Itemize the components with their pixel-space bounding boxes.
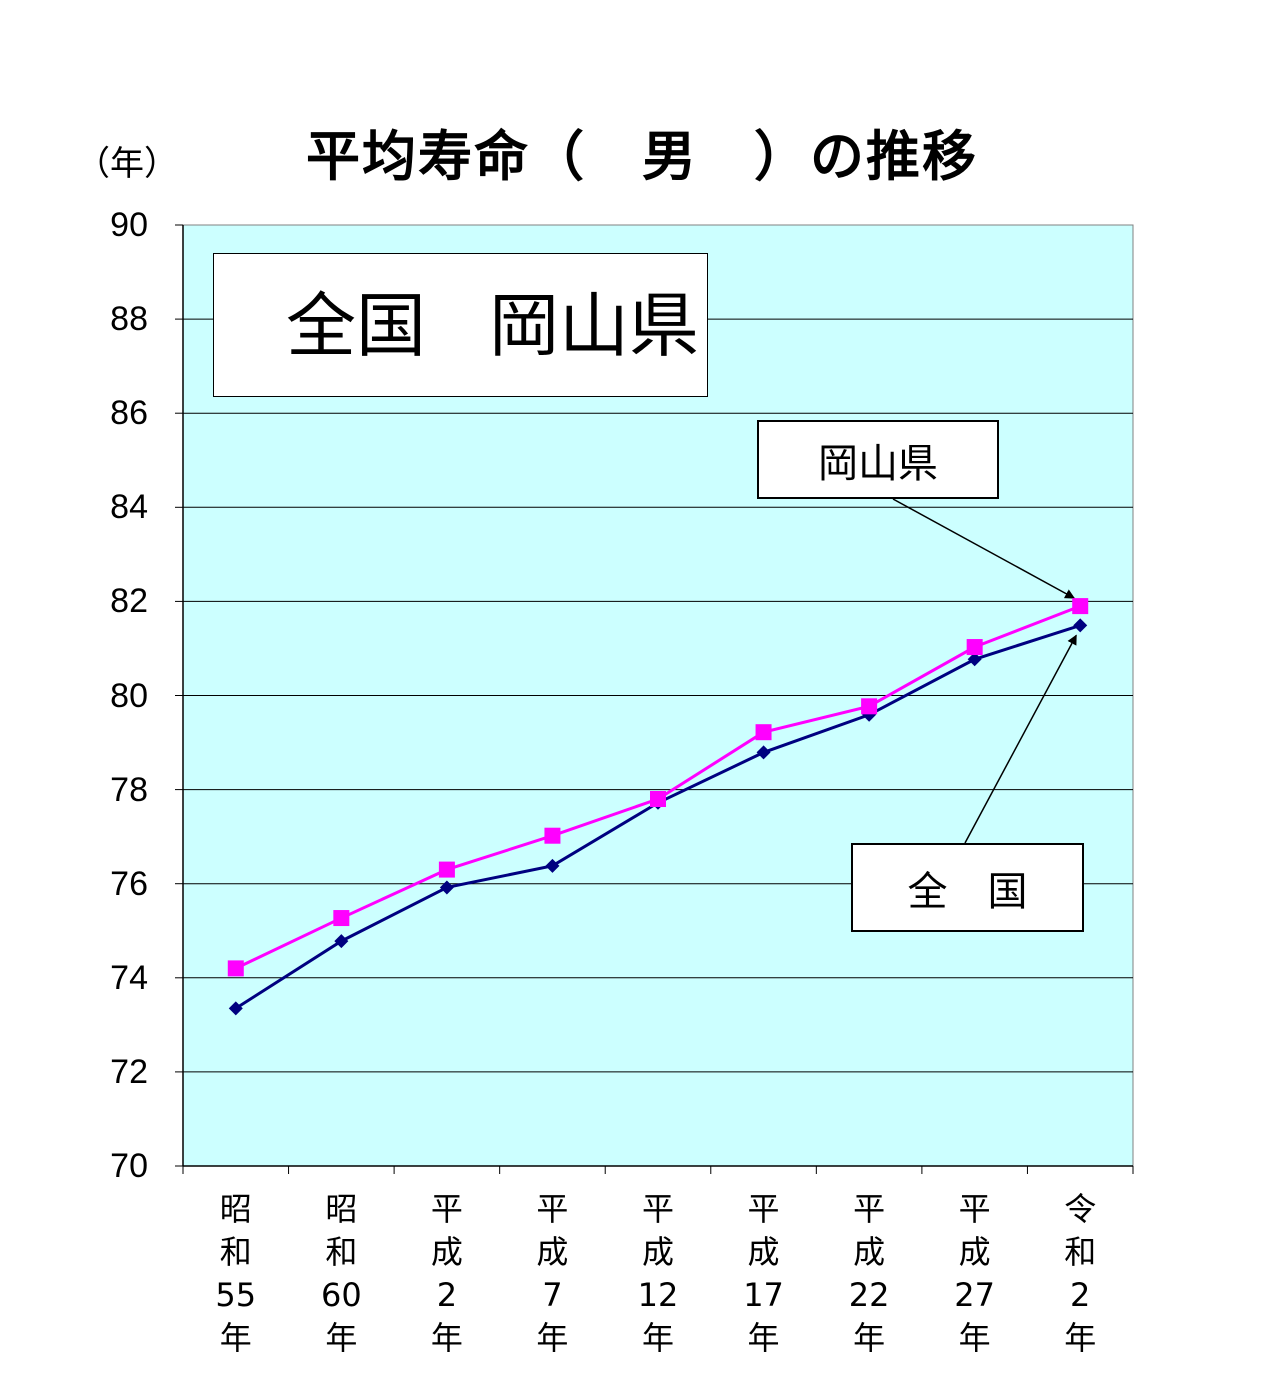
data-point-national [1073,618,1088,633]
y-tick-label: 78 [110,770,148,809]
y-tick-label: 76 [110,864,148,903]
series-lines [227,598,1089,1016]
callout-arrow-national [964,634,1077,844]
data-point-okayama [861,698,878,715]
callout-okayama: 岡山県 [757,420,999,499]
data-point-okayama [755,724,772,741]
data-point-okayama [227,960,244,977]
callout-arrow-okayama [892,498,1076,599]
data-point-okayama [333,910,350,927]
data-point-national [967,652,982,667]
chart-title: 平均寿命（ 男 ）の推移 [306,125,978,188]
data-point-okayama [438,861,455,878]
y-tick-label: 84 [110,488,148,527]
data-point-okayama [1072,598,1089,615]
data-point-okayama [544,827,561,844]
data-point-national [334,934,349,949]
y-tick-label: 80 [110,676,148,715]
data-point-national [228,1001,243,1016]
legend-label-national: 全国 [286,285,426,367]
y-tick-label: 86 [110,394,148,433]
x-tick-label: 平成 12 年 [637,1190,679,1357]
data-point-national [756,745,771,760]
y-tick-label: 82 [110,582,148,621]
legend: 全国 岡山県 [213,253,708,397]
y-axis-unit-label: （年） [76,144,178,184]
y-tick-label: 74 [110,958,148,997]
y-tick-label: 70 [110,1147,148,1185]
y-tick-label: 90 [110,206,148,244]
legend-label-okayama: 岡山県 [489,285,699,367]
y-tick-label: 72 [110,1052,148,1091]
data-point-national [439,880,454,895]
callout-arrows [892,498,1077,844]
data-point-national [545,858,560,873]
axes [175,224,1134,1174]
callout-national: 全 国 [851,843,1084,932]
y-tick-label: 88 [110,300,148,339]
x-tick-label: 平成 17 年 [743,1190,784,1357]
x-tick-label: 平成 22 年 [848,1190,890,1357]
x-tick-label: 昭和 55 年 [215,1190,257,1357]
x-tick-label: 平成 27 年 [954,1190,996,1357]
data-point-okayama [966,639,983,656]
data-point-okayama [650,791,666,808]
x-tick-label: 昭和 60 年 [320,1190,362,1357]
